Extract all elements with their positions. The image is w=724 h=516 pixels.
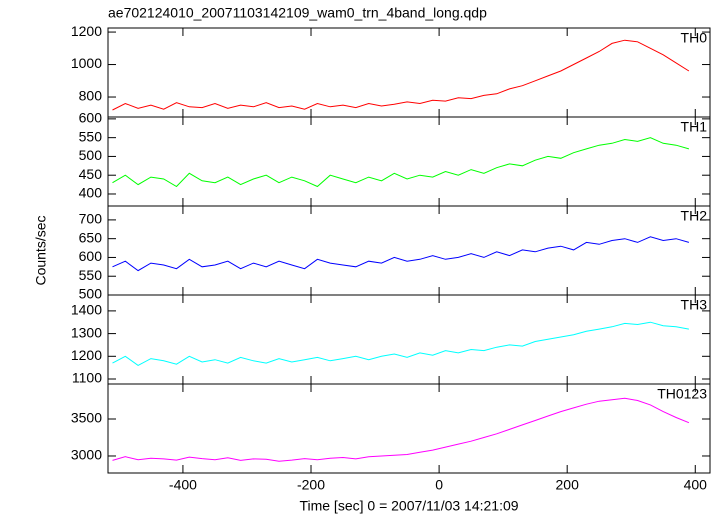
y-tick-label: 650 <box>79 229 103 245</box>
y-tick-label: 1200 <box>71 347 102 363</box>
series-label: TH1 <box>681 119 708 135</box>
x-tick-label: 200 <box>556 477 580 493</box>
y-tick-label: 1400 <box>71 302 102 318</box>
y-tick-label: 3500 <box>71 410 102 426</box>
x-tick-label: -400 <box>169 477 197 493</box>
data-line <box>112 397 690 462</box>
y-tick-label: 450 <box>79 166 103 182</box>
y-tick-label: 700 <box>79 211 103 227</box>
series-label: TH0 <box>681 30 708 46</box>
data-line <box>112 137 690 188</box>
x-tick-label: 0 <box>435 477 443 493</box>
y-tick-label: 600 <box>79 248 103 264</box>
chart-title: ae702124010_20071103142109_wam0_trn_4ban… <box>108 5 487 21</box>
series-label: TH2 <box>681 208 708 224</box>
x-tick-label: -200 <box>297 477 325 493</box>
y-tick-label: 500 <box>79 147 103 163</box>
y-tick-label: 3000 <box>71 447 102 463</box>
y-tick-label: 550 <box>79 128 103 144</box>
x-tick-label: 400 <box>684 477 708 493</box>
panel-frame <box>107 205 711 296</box>
data-line <box>112 236 690 272</box>
y-tick-label: 600 <box>79 110 103 126</box>
panel-frame <box>107 383 711 474</box>
y-tick-label: 1100 <box>72 370 102 386</box>
x-axis-label: Time [sec] 0 = 2007/11/03 14:21:09 <box>299 498 518 514</box>
y-tick-label: 400 <box>79 185 103 201</box>
y-tick-label: 1200 <box>71 23 102 39</box>
y-tick-label: 500 <box>79 286 103 302</box>
panel-frame <box>107 116 711 207</box>
series-label: TH0123 <box>657 386 707 402</box>
y-tick-label: 1300 <box>71 324 102 340</box>
data-line <box>112 321 689 366</box>
series-label: TH3 <box>681 297 708 313</box>
panel-frame <box>107 294 711 385</box>
data-line <box>112 39 690 111</box>
y-tick-label: 550 <box>79 267 103 283</box>
y-tick-label: 800 <box>79 88 103 104</box>
y-tick-label: 1000 <box>71 55 102 71</box>
y-axis-label: Counts/sec <box>33 215 49 285</box>
